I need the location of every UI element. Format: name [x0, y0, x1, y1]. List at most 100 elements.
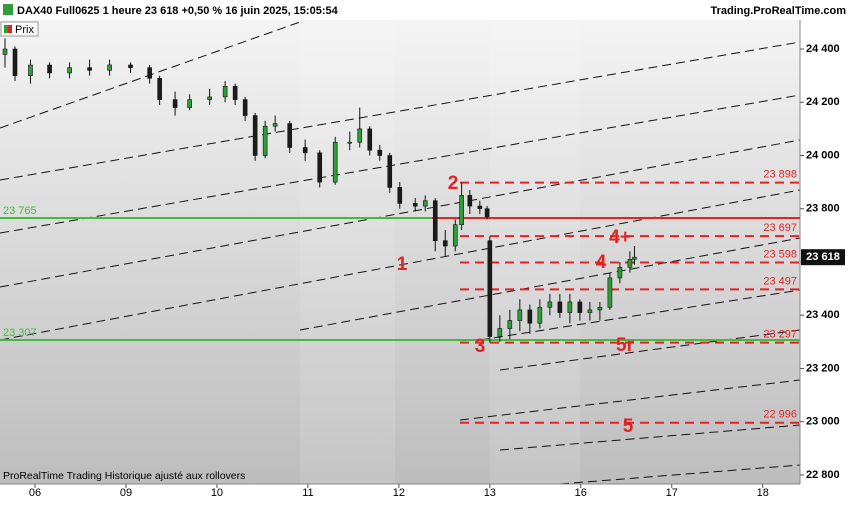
- candle-body: [577, 301, 583, 313]
- target-label: 22 996: [763, 409, 797, 421]
- y-tick-label: 24 200: [806, 96, 840, 108]
- x-tick-label: 13: [484, 487, 496, 499]
- candle-body: [67, 67, 72, 74]
- wave-label: 5: [623, 416, 634, 437]
- trend-line: [479, 289, 801, 341]
- candle-body: [128, 64, 133, 68]
- trend-line: [299, 237, 801, 331]
- trend-line: [499, 329, 801, 371]
- y-tick-label: 23 400: [806, 309, 840, 321]
- candle-body: [597, 306, 603, 311]
- trend-line: [0, 139, 801, 288]
- candle-body: [332, 141, 338, 183]
- candle-body: [617, 267, 623, 279]
- candle-body: [242, 99, 248, 116]
- candle-body: [557, 301, 563, 313]
- candle-body: [442, 240, 448, 247]
- day-band: [490, 20, 580, 484]
- candle-body: [632, 256, 637, 260]
- candle-body: [47, 64, 52, 74]
- x-tick-label: 18: [757, 487, 769, 499]
- candle-body: [232, 85, 238, 100]
- last-price-box: [801, 249, 845, 266]
- candle-body: [397, 187, 403, 204]
- header-title: DAX40 Full0625 1 heure 23 618 +0,50 % 16…: [17, 5, 339, 17]
- candle-body: [262, 125, 268, 156]
- candle-body: [302, 147, 308, 154]
- candle-body: [587, 309, 593, 313]
- trend-line: [0, 94, 801, 234]
- candle-body: [497, 328, 503, 337]
- legend-swatch: [4, 25, 8, 33]
- candle-body: [317, 152, 323, 183]
- x-tick-label: 16: [575, 487, 587, 499]
- wave-label: 4: [596, 252, 607, 273]
- candle-body: [272, 123, 278, 127]
- day-band: [300, 20, 395, 484]
- candle-body: [187, 99, 192, 108]
- candle-body: [107, 64, 112, 71]
- header-icon: [3, 4, 13, 15]
- trend-line: [499, 424, 801, 451]
- trend-line: [459, 379, 801, 421]
- candle-body: [459, 195, 464, 226]
- candle-body: [207, 96, 212, 100]
- plot-background: [0, 20, 800, 484]
- candle-body: [627, 259, 633, 268]
- candle-body: [28, 64, 33, 76]
- candle-body: [477, 205, 483, 210]
- x-tick-label: 10: [211, 487, 223, 499]
- candle-body: [527, 309, 533, 324]
- y-tick-label: 24 400: [806, 43, 840, 55]
- candle-body: [172, 99, 178, 108]
- x-tick-label: 11: [302, 487, 313, 499]
- candle-body: [517, 309, 523, 321]
- candle-body: [367, 128, 373, 151]
- candle-body: [607, 277, 613, 308]
- candle-body: [147, 67, 152, 79]
- x-tick-label: 17: [666, 487, 678, 499]
- target-label: 23 898: [763, 169, 797, 181]
- wave-label: 1: [397, 254, 408, 275]
- candle-body: [452, 224, 458, 247]
- support-label: 23 307: [3, 327, 37, 339]
- x-tick-label: 12: [393, 487, 405, 499]
- target-label: 23 497: [763, 275, 797, 287]
- candle-body: [347, 141, 353, 144]
- candle-body: [484, 208, 490, 218]
- wave-label: 5r: [616, 335, 635, 356]
- y-tick-label: 24 000: [806, 149, 840, 161]
- candle-body: [547, 301, 553, 308]
- y-tick-label: 23 200: [806, 362, 840, 374]
- header-site: Trading.ProRealTime.com: [710, 5, 846, 17]
- y-tick-label: 23 000: [806, 416, 840, 428]
- y-tick-label: 23 800: [806, 203, 840, 215]
- candle-body: [377, 149, 383, 156]
- trend-line: [0, 41, 801, 181]
- last-price-label: 23 618: [806, 251, 840, 263]
- wave-label: 4+: [609, 227, 631, 248]
- candle-body: [222, 85, 228, 98]
- candle-body: [87, 67, 92, 71]
- target-label: 23 297: [763, 329, 797, 341]
- trend-line: [559, 464, 801, 485]
- y-tick-label: 22 800: [806, 469, 840, 481]
- x-tick-label: 09: [120, 487, 132, 499]
- candle-body: [422, 200, 428, 207]
- support-label: 23 765: [3, 205, 37, 217]
- target-label: 23 697: [763, 222, 797, 234]
- legend-swatch: [8, 25, 12, 33]
- target-label: 23 598: [763, 248, 797, 260]
- trend-line: [0, 189, 801, 341]
- bottom-axis: [0, 484, 800, 500]
- candle-body: [12, 48, 18, 76]
- candle-body: [507, 320, 513, 329]
- footer: ProRealTime Trading Historique ajusté au…: [3, 470, 245, 482]
- candle-body: [537, 306, 543, 324]
- legend-label: Prix: [15, 24, 34, 36]
- x-tick-label: 06: [29, 487, 41, 499]
- candle-body: [157, 77, 162, 100]
- candle-body: [2, 48, 8, 55]
- header-bar: [0, 0, 850, 20]
